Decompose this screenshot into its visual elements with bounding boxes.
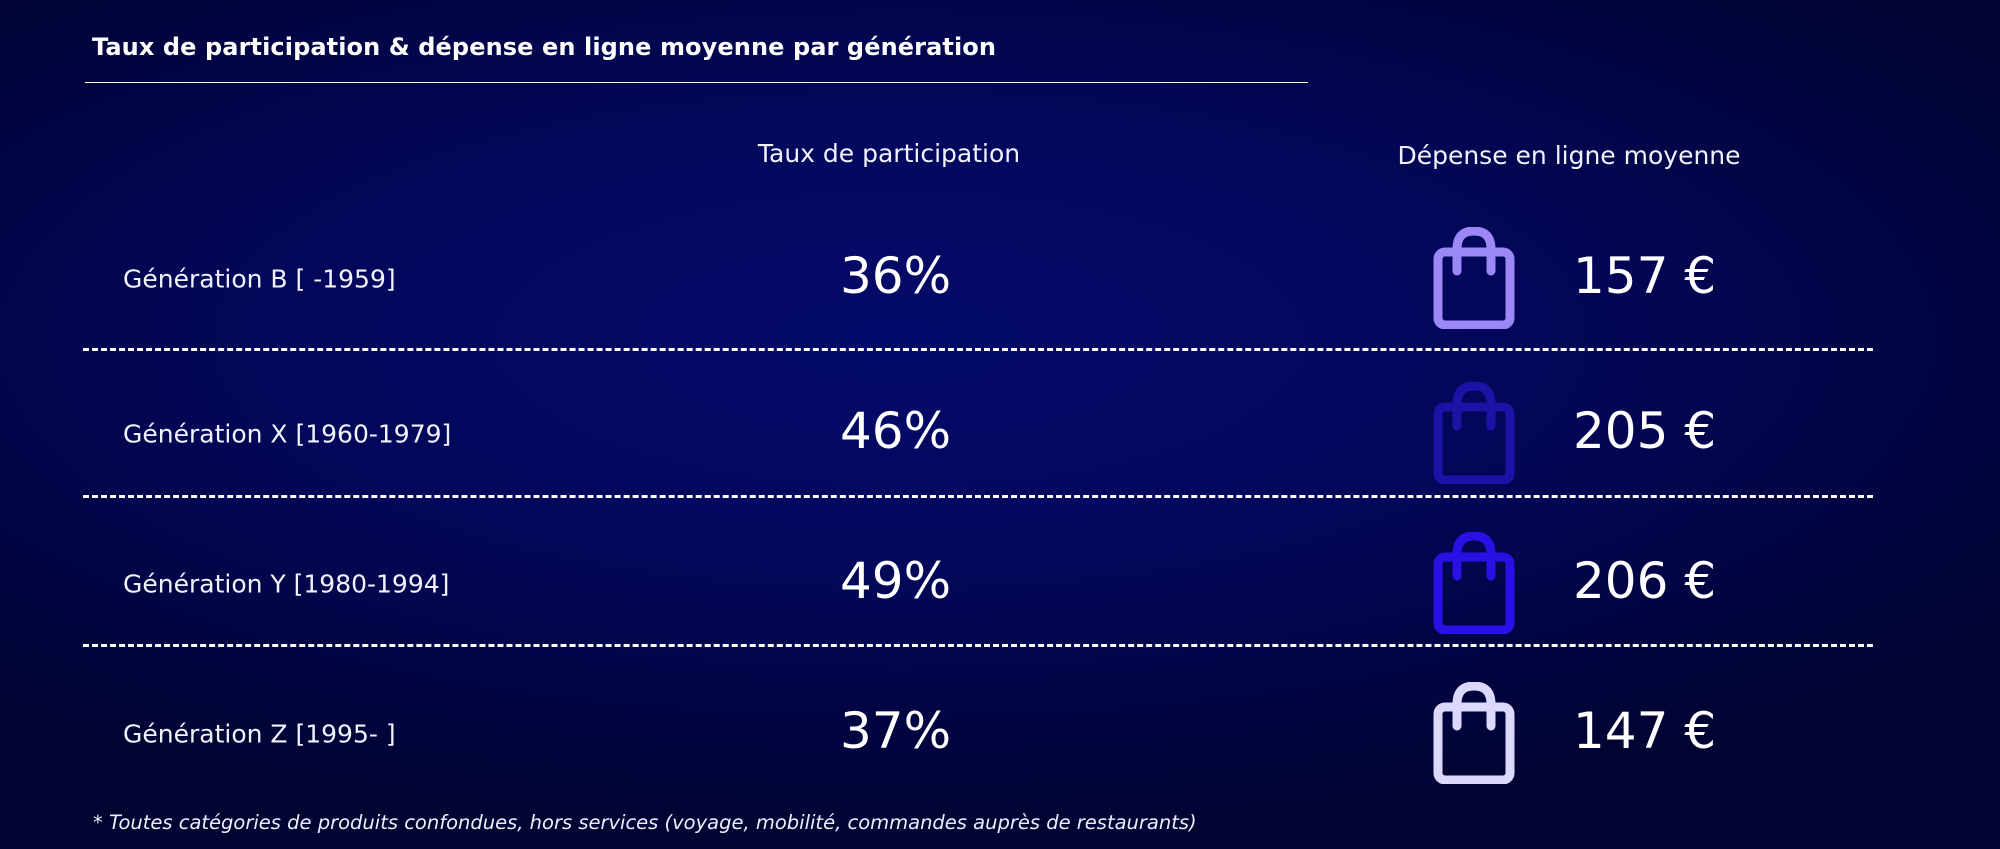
shopping-bag-icon bbox=[1433, 382, 1515, 484]
generation-label: Génération B [ -1959] bbox=[123, 264, 396, 294]
average-spend-value: 157 € bbox=[1573, 247, 1717, 305]
row-divider bbox=[83, 644, 1873, 647]
participation-rate-value: 49% bbox=[840, 552, 952, 610]
shopping-bag-icon bbox=[1433, 227, 1515, 329]
row-divider bbox=[83, 348, 1873, 351]
shopping-bag-icon bbox=[1433, 532, 1515, 634]
column-header-spend: Dépense en ligne moyenne bbox=[1397, 141, 1741, 170]
average-spend-value: 206 € bbox=[1573, 552, 1717, 610]
title-underline bbox=[85, 82, 1308, 83]
row-divider bbox=[83, 495, 1873, 498]
average-spend-value: 205 € bbox=[1573, 402, 1717, 460]
column-header-participation: Taux de participation bbox=[757, 139, 1021, 168]
generation-label: Génération Z [1995- ] bbox=[123, 719, 396, 749]
footnote: * Toutes catégories de produits confondu… bbox=[93, 811, 1197, 834]
average-spend-value: 147 € bbox=[1573, 702, 1717, 760]
generation-label: Génération X [1960-1979] bbox=[123, 419, 452, 449]
participation-rate-value: 37% bbox=[840, 702, 952, 760]
shopping-bag-icon bbox=[1433, 682, 1515, 784]
participation-rate-value: 36% bbox=[840, 247, 952, 305]
generation-label: Génération Y [1980-1994] bbox=[123, 569, 450, 599]
participation-rate-value: 46% bbox=[840, 402, 952, 460]
chart-title: Taux de participation & dépense en ligne… bbox=[92, 33, 997, 61]
